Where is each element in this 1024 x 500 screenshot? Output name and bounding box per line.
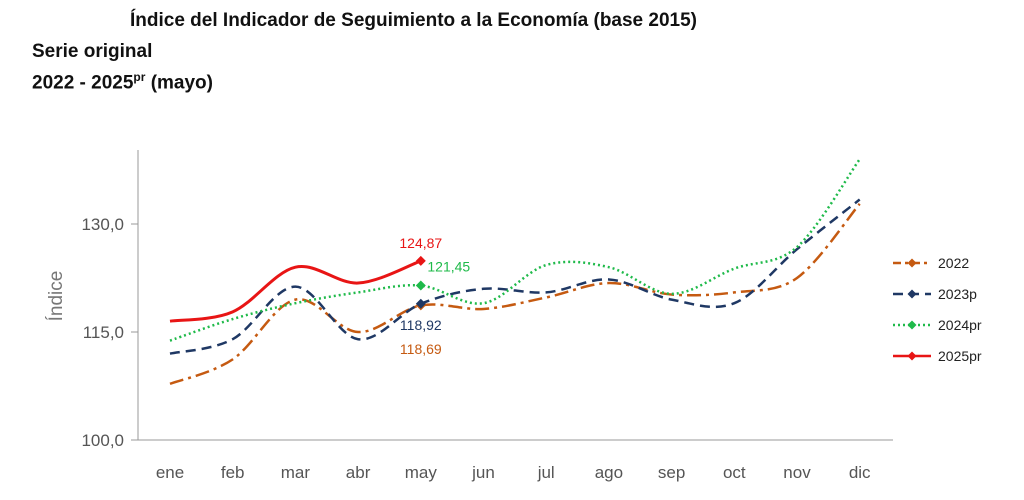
x-tick-label: jun <box>471 463 495 482</box>
legend-marker-2025pr <box>907 351 917 361</box>
x-tick-label: jul <box>537 463 555 482</box>
data-label-2024pr: 121,45 <box>427 259 470 275</box>
series-line-2024pr <box>169 158 861 342</box>
series-line-2022 <box>169 203 861 386</box>
series-line-2025pr <box>169 259 422 323</box>
y-tick-label: 115,0 <box>83 323 124 342</box>
period-superscript: pr <box>133 70 146 84</box>
series-marker-2024pr <box>415 280 426 291</box>
y-tick-label: 130,0 <box>81 215 124 234</box>
chart-subtitle: Serie original <box>32 41 153 62</box>
period-month: (mayo) <box>145 72 213 94</box>
legend-marker-2024pr <box>907 320 917 330</box>
x-tick-label: oct <box>723 463 746 482</box>
x-tick-label: mar <box>281 463 311 482</box>
y-axis-label: Índice <box>46 271 67 322</box>
chart-period: 2022 - 2025pr (mayo) <box>32 70 213 94</box>
x-tick-label: abr <box>346 463 371 482</box>
x-tick-label: may <box>405 463 438 482</box>
legend-label-2025pr: 2025pr <box>938 348 982 364</box>
legend-marker-2022 <box>907 258 917 268</box>
x-tick-label: feb <box>221 463 245 482</box>
legend-label-2023p: 2023p <box>938 286 977 302</box>
legend-marker-2023p <box>907 289 917 299</box>
data-label-2022: 118,69 <box>400 341 442 357</box>
y-tick-label: 100,0 <box>81 431 124 450</box>
chart-title: Índice del Indicador de Seguimiento a la… <box>130 10 697 31</box>
series-marker-2023p <box>415 298 426 309</box>
x-tick-label: ene <box>156 463 184 482</box>
legend-label-2022: 2022 <box>938 255 969 271</box>
x-tick-label: dic <box>849 463 871 482</box>
x-tick-label: nov <box>783 463 811 482</box>
period-years: 2022 - 2025 <box>32 72 134 94</box>
x-tick-label: sep <box>658 463 685 482</box>
x-tick-label: ago <box>595 463 623 482</box>
series-line-2023p <box>169 198 861 355</box>
legend-label-2024pr: 2024pr <box>938 317 982 333</box>
data-label-2023p: 118,92 <box>400 317 442 333</box>
data-label-2025pr: 124,87 <box>399 235 442 251</box>
series-marker-2025pr <box>415 255 426 266</box>
